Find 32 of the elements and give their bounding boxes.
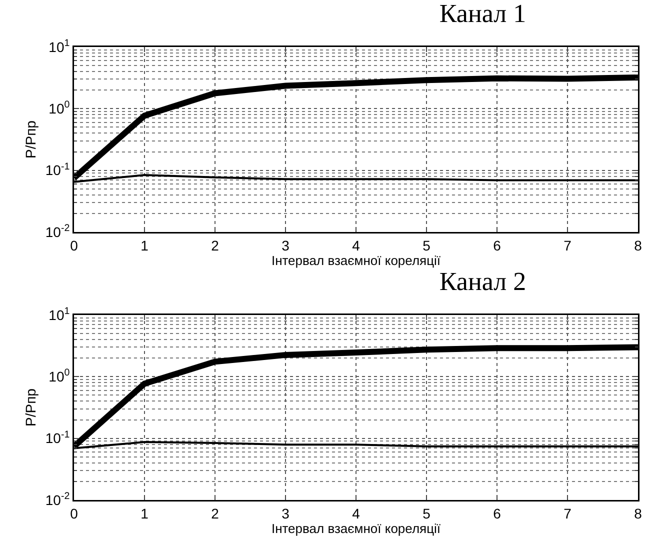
x-tick-label: 7 xyxy=(564,237,572,254)
x-tick-label: 6 xyxy=(493,237,502,254)
y-tick-label: 10$^{-2}$ xyxy=(45,491,70,508)
x-tick-label: 8 xyxy=(634,505,642,522)
x-tick-label: 0 xyxy=(70,237,78,254)
y-tick-label: 10$^{0}$ xyxy=(48,368,70,385)
x-tick-label: 7 xyxy=(564,505,572,522)
chart-title: Канал 2 xyxy=(439,267,526,296)
chart-title: Канал 1 xyxy=(439,0,526,28)
y-tick-label: 10$^{-1}$ xyxy=(45,161,70,178)
x-axis-title: Інтервал взаємної кореляції xyxy=(271,253,441,268)
y-tick-label: 10$^{-2}$ xyxy=(45,223,70,240)
x-tick-label: 2 xyxy=(211,237,220,254)
x-tick-label: 4 xyxy=(352,237,360,254)
x-tick-label: 3 xyxy=(282,237,290,254)
x-tick-label: 4 xyxy=(352,505,360,522)
x-tick-label: 6 xyxy=(493,505,502,522)
x-tick-label: 3 xyxy=(282,505,290,522)
y-tick-label: 10$^{1}$ xyxy=(48,38,70,55)
y-tick-label: 10$^{1}$ xyxy=(48,306,70,323)
x-tick-label: 1 xyxy=(140,237,149,254)
x-axis-title: Інтервал взаємної кореляції xyxy=(271,521,441,536)
x-tick-label: 5 xyxy=(422,505,431,522)
x-tick-label: 2 xyxy=(211,505,220,522)
x-tick-label: 1 xyxy=(140,505,149,522)
y-tick-label: 10$^{0}$ xyxy=(48,100,70,117)
y-tick-label: 10$^{-1}$ xyxy=(45,429,70,446)
y-axis-title: P/Pпр xyxy=(22,120,38,158)
x-tick-label: 5 xyxy=(422,237,431,254)
x-tick-label: 0 xyxy=(70,505,78,522)
x-tick-label: 8 xyxy=(634,237,642,254)
y-axis-title: P/Pпр xyxy=(22,388,38,426)
